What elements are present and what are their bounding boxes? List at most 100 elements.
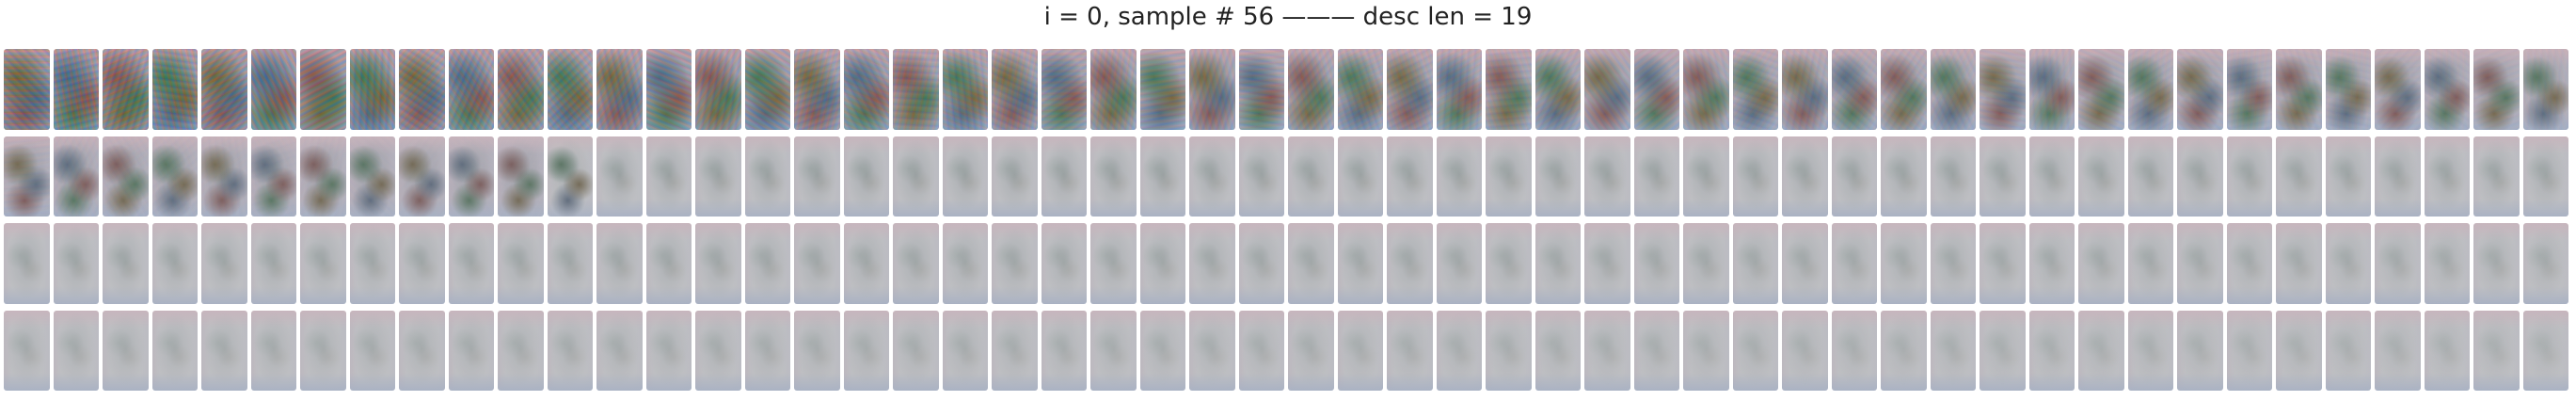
sample-frame — [695, 136, 741, 217]
sample-frame — [794, 310, 840, 391]
sample-frame — [1041, 223, 1087, 304]
sample-frame — [1881, 49, 1927, 130]
sample-frame — [1139, 136, 1185, 217]
sample-frame — [1337, 310, 1383, 391]
sample-frame — [399, 223, 445, 304]
sample-frame — [2226, 136, 2272, 217]
sample-frame — [250, 136, 296, 217]
sample-frame — [1090, 136, 1137, 217]
sample-frame — [596, 223, 643, 304]
sample-frame — [1139, 310, 1185, 391]
sample-frame — [794, 223, 840, 304]
sample-frame — [2325, 136, 2371, 217]
sample-frame — [1387, 223, 1433, 304]
sample-frame — [1633, 223, 1679, 304]
sample-frame — [1139, 49, 1185, 130]
sample-frame — [596, 136, 643, 217]
sample-frame — [2375, 49, 2421, 130]
sample-frame — [1980, 223, 2026, 304]
sample-frame — [1041, 49, 1087, 130]
sample-frame — [2325, 49, 2371, 130]
sample-frame — [596, 49, 643, 130]
sample-frame — [1486, 49, 1532, 130]
sample-frame — [2127, 310, 2173, 391]
sample-frame — [1732, 136, 1778, 217]
sample-frame — [1534, 49, 1581, 130]
sample-frame — [744, 310, 790, 391]
sample-frame — [4, 136, 50, 217]
sample-frame — [1930, 49, 1976, 130]
sample-frame — [201, 49, 247, 130]
sample-frame — [547, 49, 593, 130]
sample-frame — [645, 223, 692, 304]
sample-frame — [1436, 136, 1482, 217]
sample-frame — [942, 310, 988, 391]
sample-frame — [1486, 223, 1532, 304]
sample-frame — [1238, 223, 1284, 304]
sample-frame — [151, 223, 198, 304]
sample-frame — [103, 49, 149, 130]
sample-frame — [1189, 136, 1235, 217]
sample-frame — [942, 136, 988, 217]
sample-frame — [349, 223, 395, 304]
sample-frame — [1930, 136, 1976, 217]
sample-frame — [349, 136, 395, 217]
sample-frame — [2424, 49, 2470, 130]
sample-frame — [942, 223, 988, 304]
sample-frame — [201, 310, 247, 391]
sample-frame — [1041, 310, 1087, 391]
sample-frame — [1980, 136, 2026, 217]
sample-frame — [2078, 223, 2124, 304]
sample-frame — [300, 136, 346, 217]
sample-frame — [1337, 223, 1383, 304]
sample-frame — [2226, 310, 2272, 391]
sample-frame — [744, 49, 790, 130]
sample-frame — [300, 310, 346, 391]
sample-frame — [498, 223, 544, 304]
sample-frame — [1534, 223, 1581, 304]
sample-frame — [1732, 223, 1778, 304]
sample-frame — [1486, 310, 1532, 391]
sample-frame — [893, 49, 939, 130]
sample-frame — [1189, 223, 1235, 304]
sample-frame — [1238, 310, 1284, 391]
sample-frame — [4, 223, 50, 304]
sample-frame — [2473, 136, 2520, 217]
sample-frame — [794, 136, 840, 217]
sample-frame — [695, 310, 741, 391]
sample-frame — [1732, 310, 1778, 391]
sample-frame — [1288, 223, 1334, 304]
sample-frame — [1189, 310, 1235, 391]
sample-frame — [695, 223, 741, 304]
sample-frame — [1041, 136, 1087, 217]
sample-frame — [250, 310, 296, 391]
sample-frame — [2424, 223, 2470, 304]
sample-frame — [103, 223, 149, 304]
sample-frame — [2276, 310, 2322, 391]
sample-frame — [1486, 136, 1532, 217]
sample-frame — [1436, 49, 1482, 130]
sample-frame — [1288, 49, 1334, 130]
sample-frame — [53, 310, 99, 391]
sample-frame — [596, 310, 643, 391]
sample-frame — [53, 136, 99, 217]
sample-frame — [2028, 223, 2075, 304]
sample-frame — [1782, 223, 1828, 304]
sample-frame — [1683, 49, 1729, 130]
sample-frame — [992, 310, 1038, 391]
sample-frame — [645, 49, 692, 130]
sample-frame — [2078, 310, 2124, 391]
sample-frame — [2325, 223, 2371, 304]
sample-frame — [1732, 49, 1778, 130]
sample-frame — [1090, 310, 1137, 391]
sample-frame — [2375, 223, 2421, 304]
sample-frame — [1139, 223, 1185, 304]
sample-frame — [1387, 136, 1433, 217]
sample-frame — [103, 310, 149, 391]
sample-frame — [448, 49, 494, 130]
sample-frame — [201, 136, 247, 217]
sample-frame — [547, 136, 593, 217]
sample-frame — [1189, 49, 1235, 130]
sample-frame — [1831, 310, 1877, 391]
sample-frame — [843, 223, 889, 304]
